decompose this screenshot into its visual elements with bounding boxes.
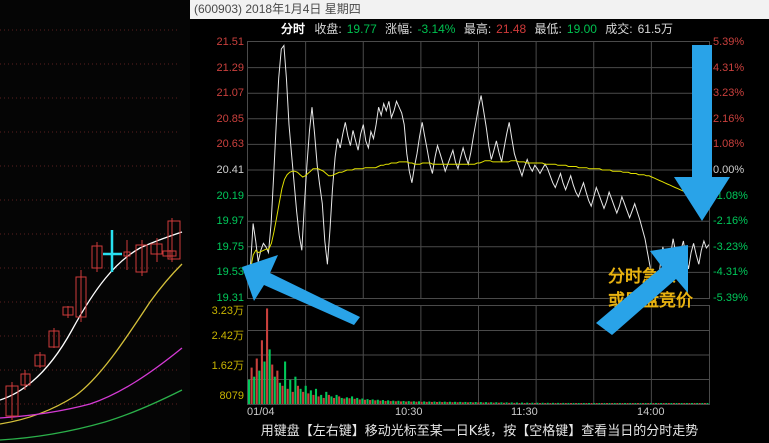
price-tick: 19.75	[216, 240, 244, 253]
percent-tick: -2.16%	[713, 215, 748, 228]
annotation-line-1: 分时急杀	[608, 267, 676, 287]
change-value: -3.14%	[417, 22, 456, 36]
annotation-line-2: 或尾盘竞价	[608, 291, 693, 311]
price-tick: 20.63	[216, 138, 244, 151]
kline-chart-panel[interactable]	[0, 0, 190, 443]
status-hint-text: 用键盘【左右键】移动光标至某一日K线，按【空格键】查看当日的分时走势	[260, 424, 699, 439]
price-tick: 19.97	[216, 215, 244, 228]
status-bar: 用键盘【左右键】移动光标至某一日K线，按【空格键】查看当日的分时走势	[190, 421, 769, 443]
volume-value: 61.5万	[637, 22, 673, 36]
time-axis: 01/04 10:30 11:30 14:00	[247, 406, 710, 420]
time-tick: 01/04	[247, 406, 275, 418]
percent-tick: -3.23%	[713, 240, 748, 253]
percent-tick: 0.00%	[713, 164, 745, 176]
price-tick: 20.41	[216, 164, 244, 176]
volume-label: 成交:	[605, 22, 633, 36]
price-tick: 20.85	[216, 112, 244, 125]
price-tick: 21.51	[216, 36, 244, 48]
time-tick: 11:30	[511, 406, 538, 418]
intraday-quote-window[interactable]: (600903) 2018年1月4日 星期四 分时 收盘: 19.77 涨幅: -3…	[190, 0, 769, 443]
price-chart-canvas	[248, 42, 709, 298]
change-label: 涨幅:	[385, 22, 413, 36]
volume-tick: 2.42万	[211, 330, 244, 342]
volume-tick: 3.23万	[211, 305, 244, 317]
price-tick: 19.53	[216, 266, 244, 279]
close-value: 19.77	[346, 22, 377, 36]
low-value: 19.00	[566, 22, 597, 36]
percent-tick: 5.39%	[713, 36, 745, 48]
time-tick: 10:30	[395, 406, 423, 418]
high-value: 21.48	[496, 22, 527, 36]
quote-info-bar: 分时 收盘: 19.77 涨幅: -3.14% 最高: 21.48 最低: 19.00 …	[190, 19, 769, 39]
price-tick: 21.07	[216, 87, 244, 100]
price-tick: 19.31	[216, 292, 244, 304]
percent-tick: 3.23%	[713, 87, 745, 100]
percent-tick: -4.31%	[713, 266, 748, 279]
price-tick: 20.19	[216, 189, 244, 202]
volume-chart-canvas	[248, 306, 709, 404]
time-tick: 14:00	[637, 406, 665, 418]
price-plot[interactable]	[247, 41, 710, 299]
percent-tick: 4.31%	[713, 61, 745, 74]
kline-chart-canvas	[0, 29, 183, 441]
close-label: 收盘:	[314, 22, 342, 36]
percent-tick: 1.08%	[713, 138, 745, 151]
annotation-text: 分时急杀 或尾盘竞价	[608, 265, 693, 313]
percent-tick: 2.16%	[713, 112, 745, 125]
volume-plot[interactable]	[247, 305, 710, 405]
price-tick: 21.29	[216, 61, 244, 74]
low-label: 最低:	[534, 22, 562, 36]
percent-tick: -1.08%	[713, 189, 748, 202]
chart-mode-label: 分时	[281, 22, 306, 36]
volume-tick: 8079	[219, 390, 244, 402]
percent-tick: -5.39%	[713, 292, 748, 304]
high-label: 最高:	[463, 22, 492, 36]
volume-tick: 1.62万	[211, 360, 244, 372]
window-title-bar: (600903) 2018年1月4日 星期四	[190, 0, 769, 19]
window-title: (600903) 2018年1月4日 星期四	[194, 2, 361, 16]
chart-area[interactable]	[247, 41, 710, 405]
